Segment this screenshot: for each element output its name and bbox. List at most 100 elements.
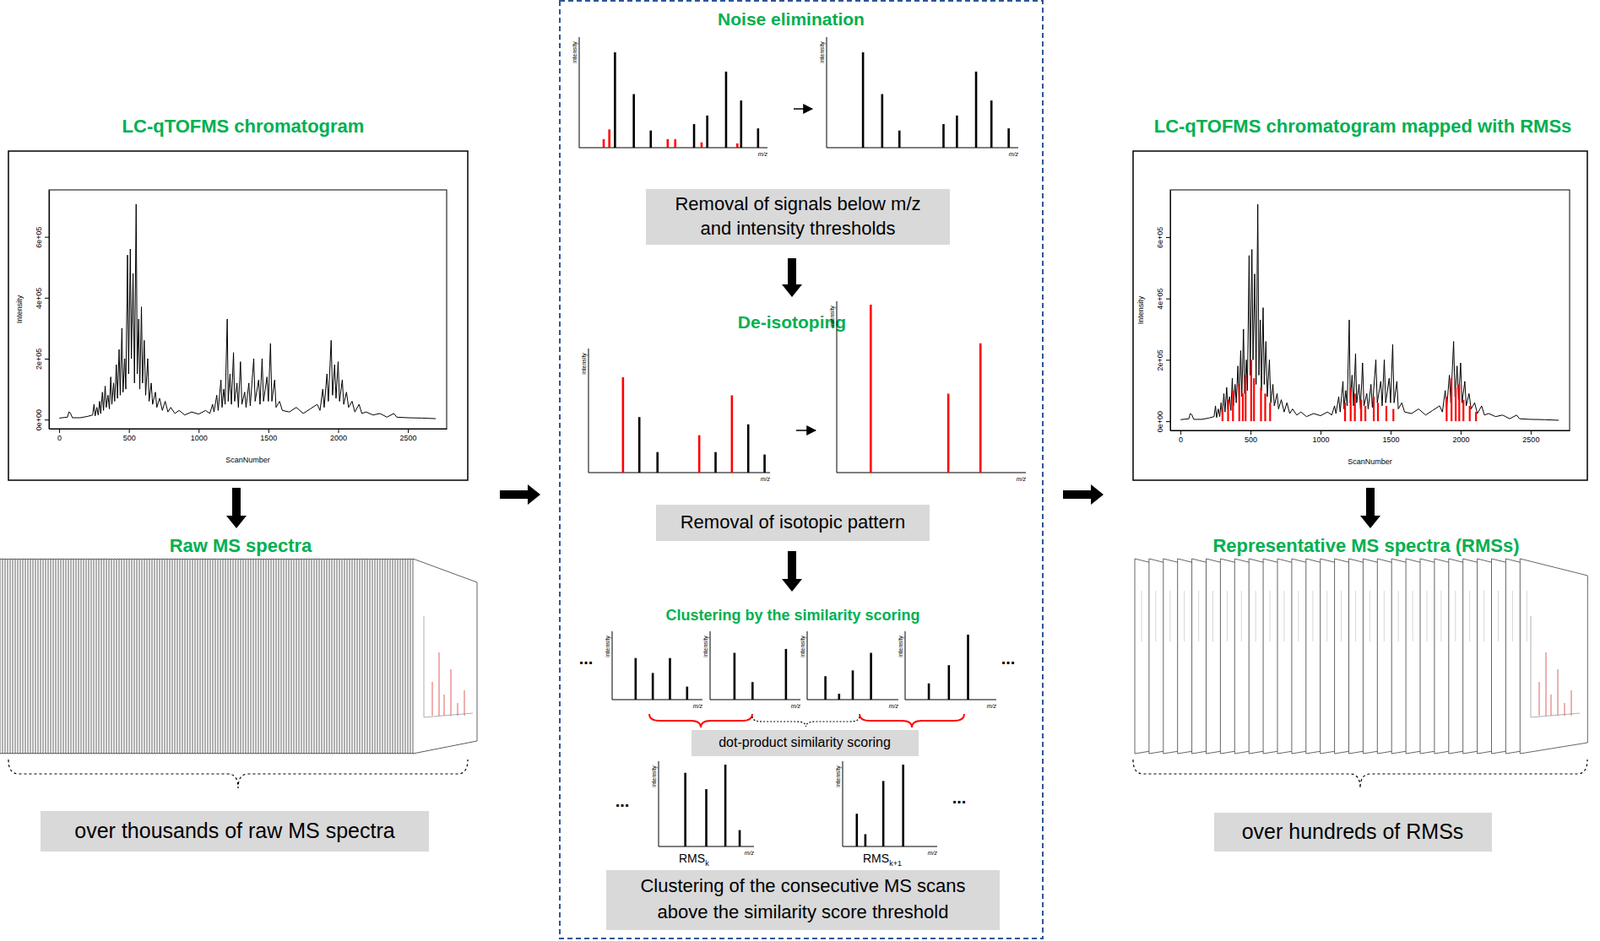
mini-y-label: intensity [604, 635, 612, 658]
spectrum-peak [733, 653, 737, 700]
spectrum-peak [731, 395, 734, 473]
rms-label: RMSk [678, 851, 710, 868]
page-title-stub [1512, 591, 1514, 642]
flow-arrow [781, 551, 803, 592]
spectrum-peak [613, 52, 617, 148]
y-axis-line [1170, 190, 1172, 432]
step-caption: Removal of signals below m/z [674, 193, 921, 215]
thumbnail-decoration [439, 652, 440, 716]
mini-x-axis [588, 472, 771, 474]
rms-label-subscript: k [705, 859, 710, 868]
plot-frame [1170, 189, 1570, 431]
x-tick-label: 1000 [190, 433, 208, 443]
y-tick-label: 6e+05 [1155, 227, 1165, 249]
thumbnail-decoration [1545, 652, 1547, 716]
stage: 0 500 1000 1500 2000 2500 0e+00 2e+05 4e+05 6e+05… [0, 0, 1600, 941]
page-title-stub [1412, 591, 1414, 642]
mini-y-axis [807, 631, 809, 700]
x-tick-label: 1500 [1382, 435, 1400, 445]
spectrum-peak [751, 682, 754, 700]
mini-x-label: m/z [1016, 476, 1027, 483]
chart-frame [8, 151, 468, 481]
page-title-stub [1497, 591, 1499, 642]
mini-x-axis [612, 699, 703, 701]
page-title-stub [1198, 591, 1199, 642]
x-tick: 1000 [190, 428, 208, 443]
rms-mark [1475, 412, 1477, 422]
figure: 0 500 1000 1500 2000 2500 0e+00 2e+05 4e+05 6e+05… [0, 0, 1600, 941]
spectrum-peak [990, 100, 993, 148]
rms-mark [1244, 375, 1247, 423]
x-tick: 2000 [330, 428, 348, 443]
mini-x-label: m/z [758, 151, 769, 158]
y-tick-label: 4e+05 [34, 287, 44, 310]
mini-y-label: intensity [650, 765, 658, 788]
page-title-stub [1269, 591, 1271, 642]
caption-box [656, 504, 930, 542]
spectrum-peak [869, 304, 873, 473]
mini-y-axis [658, 761, 660, 847]
y-tick-label: 2e+05 [1155, 349, 1165, 371]
x-tick: 0 [57, 428, 62, 443]
spectrum-peak [869, 653, 873, 700]
thumbnail-decoration [1539, 682, 1541, 716]
page-title-stub [1155, 591, 1156, 642]
x-tick-mark [1390, 430, 1392, 435]
brace [1133, 759, 1588, 789]
panel-caption: over thousands of raw MS spectra [74, 818, 395, 843]
mini-x-axis [826, 147, 1019, 149]
rms-label-subscript: k+1 [889, 859, 902, 868]
x-axis-title: ScanNumber [225, 455, 271, 465]
y-tick: 2e+05 [34, 348, 49, 370]
thumbnail-decoration [1571, 690, 1573, 716]
spectrum-peak [882, 781, 885, 847]
rms-mark [1385, 406, 1388, 422]
y-axis-title: Intensity [1136, 295, 1145, 325]
spectrum-peak [975, 71, 978, 148]
mini-y-label: intensity [799, 635, 807, 658]
page-title-stub [1169, 591, 1171, 642]
x-tick: 2500 [1522, 430, 1540, 445]
flow-arrow [781, 258, 803, 298]
caption-box [40, 811, 429, 852]
spectrum-peak [763, 455, 766, 473]
y-tick: 2e+05 [1155, 349, 1171, 371]
page-title-stub [1226, 591, 1228, 642]
page-title-stub [1183, 591, 1185, 642]
mini-y-axis [579, 37, 581, 148]
page-title-stub [1312, 591, 1313, 642]
rms-mark [1250, 359, 1253, 422]
thumbnail-decoration [450, 669, 452, 716]
step-title: Noise elimination [717, 9, 865, 29]
x-tick-mark [129, 428, 131, 434]
spectrum-peak [851, 670, 855, 700]
chromatogram-chart: 050010001500200025000e+002e+054e+056e+05… [8, 151, 468, 481]
thumbnail-axis [423, 713, 473, 718]
x-tick-mark [337, 428, 339, 434]
x-tick: 500 [1244, 430, 1258, 445]
x-axis-line [49, 428, 448, 430]
spectrum-peak [736, 143, 739, 148]
x-tick-label: 2500 [1522, 435, 1540, 445]
page-title-stub [1355, 591, 1356, 642]
spectrum-peak [862, 52, 865, 148]
y-tick: 0e+00 [34, 409, 49, 431]
chromatogram-chart: 050010001500200025000e+002e+054e+056e+05… [1133, 151, 1588, 481]
x-tick-mark [1180, 430, 1182, 435]
x-tick-label: 0 [57, 433, 62, 443]
mini-x-label: m/z [987, 703, 998, 710]
mini-y-label: intensity [818, 41, 826, 64]
brace [8, 759, 468, 789]
y-tick: 4e+05 [34, 287, 49, 310]
y-axis: 0e+00 2e+05 4e+05 6e+05 [34, 190, 50, 432]
y-tick-label: 0e+00 [1155, 411, 1165, 433]
spectrum-peak [824, 676, 827, 700]
y-tick: 6e+05 [34, 226, 49, 248]
mini-x-label: m/z [1008, 151, 1020, 158]
x-tick: 1500 [1382, 430, 1400, 445]
x-tick-label: 0 [1178, 435, 1183, 445]
flow-arrow [1360, 488, 1381, 529]
brace [649, 714, 753, 728]
rms-mark [1226, 400, 1229, 422]
x-tick: 1000 [1312, 430, 1330, 445]
